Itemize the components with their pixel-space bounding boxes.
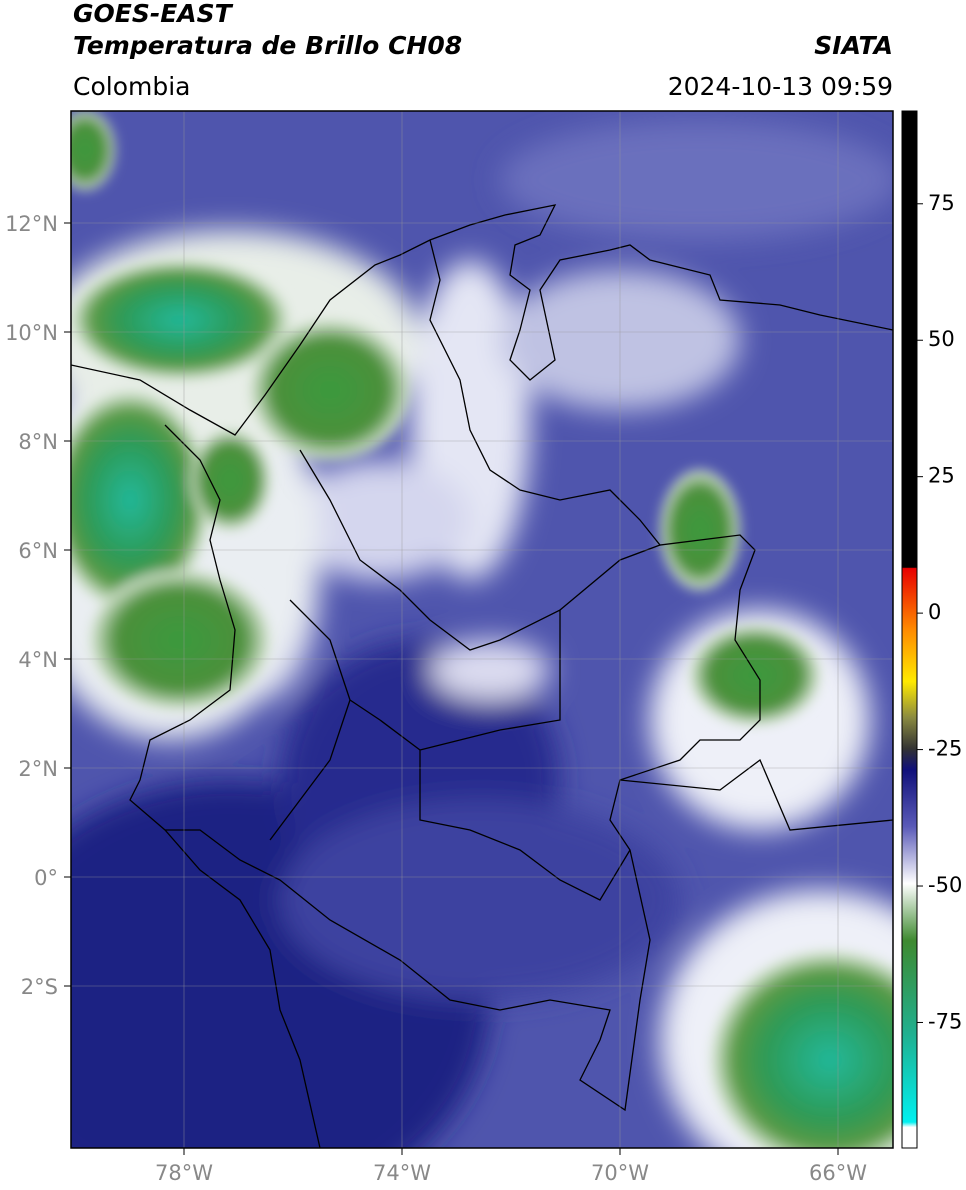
colorbar-tick-label: -50 [928,873,962,897]
lat-label: 2°S [21,975,58,999]
colorbar-tick-label: 0 [928,600,941,624]
lon-label: 66°W [809,1161,867,1185]
lat-label: 4°N [18,648,58,672]
source: SIATA [814,31,893,60]
lat-label: 12°N [5,212,58,236]
lon-label: 74°W [373,1161,431,1185]
colorbar-ticks: 75 50 25 0 -25 -50 -75 [917,191,962,1033]
map-frame [70,110,894,1149]
lat-label: 10°N [5,321,58,345]
coastline [71,204,893,436]
internal-border [269,544,893,841]
colorbar-tick-label: 25 [928,464,955,488]
colorbar-tick-label: 50 [928,327,955,351]
datetime: 2024-10-13 09:59 [668,72,893,101]
lon-label: 70°W [591,1161,649,1185]
lon-label: 78°W [155,1161,213,1185]
region: Colombia [73,72,190,101]
colorbar-tick-label: -75 [928,1009,962,1033]
graticule: 12°N 10°N 8°N 6°N 4°N 2°N 0° 2°S 78°W 74°W 70°W 66°… [5,111,893,1185]
lat-label: 0° [34,866,58,890]
colombia-border [165,239,761,1112]
internal-border [299,449,631,901]
pacific-coast [129,424,321,1148]
lat-label: 2°N [18,757,58,781]
lat-label: 8°N [18,430,58,454]
colorbar-tick-label: 75 [928,191,955,215]
subtitle: Temperatura de Brillo CH08 [73,31,462,60]
colorbar-tick-label: -25 [928,737,962,761]
borders [71,204,893,1148]
colorbar [901,110,918,1149]
lat-label: 6°N [18,539,58,563]
satellite-image [71,111,893,1148]
title: GOES-EAST [73,0,234,28]
